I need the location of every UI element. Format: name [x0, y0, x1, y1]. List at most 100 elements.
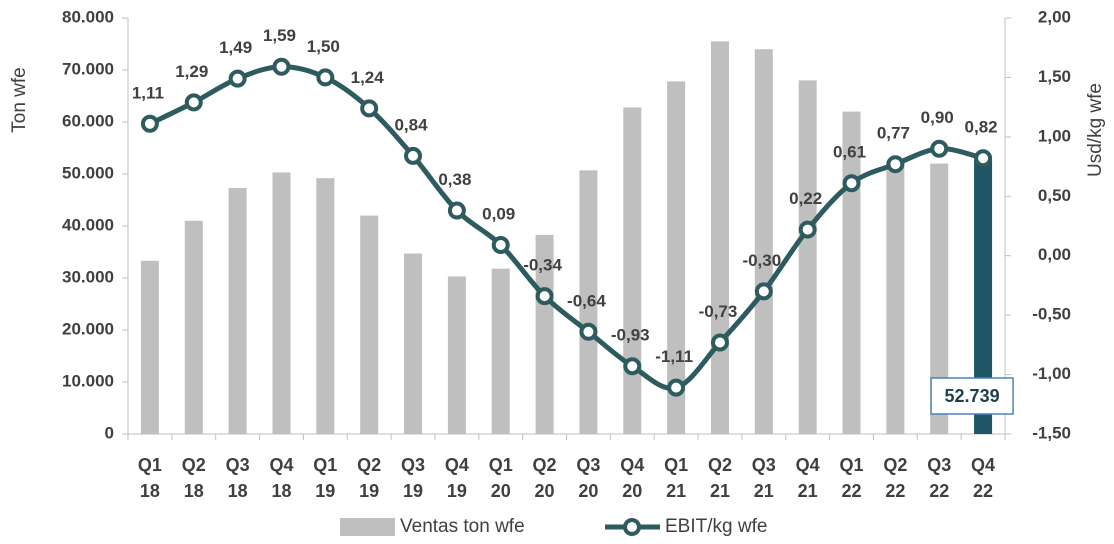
line-marker — [184, 93, 203, 112]
line-marker — [754, 282, 773, 301]
bar — [842, 111, 861, 434]
y2-tick-label: -1,50 — [1032, 423, 1071, 442]
y2-tick-label: 1,00 — [1038, 126, 1071, 145]
line-value-label: 0,38 — [438, 170, 471, 189]
x-tick-label: Q3 19 — [401, 455, 426, 501]
line-marker — [360, 99, 379, 118]
bar — [798, 80, 817, 435]
x-tick-label: Q1 22 — [839, 455, 864, 501]
bar — [360, 215, 379, 434]
y2-tick-label: 1,50 — [1038, 67, 1071, 86]
x-tick-label: Q3 22 — [927, 455, 952, 501]
line-value-label: 0,61 — [833, 143, 866, 162]
bar — [272, 172, 291, 434]
x-tick-label: Q4 19 — [444, 455, 469, 501]
x-tick-label: Q1 20 — [488, 455, 513, 501]
x-tick-label: Q4 20 — [620, 455, 645, 501]
legend-swatch — [340, 518, 395, 536]
x-tick-label: Q2 21 — [707, 455, 732, 501]
bar-value-label: 52.739 — [945, 386, 1000, 406]
y2-tick-label: 0,50 — [1038, 186, 1071, 205]
y-tick-label: 0 — [105, 423, 114, 442]
line-value-label: 0,09 — [482, 205, 515, 224]
x-tick-label: Q1 19 — [313, 455, 338, 501]
line-value-label: 1,49 — [219, 38, 252, 57]
y-tick-label: 50.000 — [62, 163, 114, 182]
x-tick-label: Q2 22 — [883, 455, 908, 501]
line-marker — [447, 201, 466, 220]
line-value-label: 1,11 — [132, 83, 164, 102]
x-tick-label: Q1 18 — [137, 455, 162, 501]
line-value-label: -0,64 — [567, 291, 606, 310]
line-value-label: 1,24 — [351, 68, 385, 87]
y-tick-label: 60.000 — [62, 111, 114, 130]
bar — [754, 49, 773, 434]
line-value-label: 1,29 — [175, 62, 208, 81]
y2-tick-label: 0,00 — [1038, 245, 1071, 264]
line-marker — [491, 236, 510, 255]
line-marker — [842, 174, 861, 193]
bar — [491, 268, 510, 434]
y-tick-label: 70.000 — [62, 59, 114, 78]
line-marker — [667, 378, 686, 397]
x-tick-label: Q2 19 — [357, 455, 382, 501]
line-value-label: 0,77 — [877, 124, 910, 143]
bar — [974, 159, 993, 434]
bar — [447, 276, 466, 434]
line-value-label: -0,73 — [699, 302, 738, 321]
line-marker — [316, 68, 335, 87]
y-tick-label: 80.000 — [62, 7, 114, 26]
x-tick-label: Q3 18 — [225, 455, 250, 501]
line-marker — [623, 357, 642, 376]
legend-marker — [623, 518, 641, 536]
line-value-label: 0,90 — [921, 108, 954, 127]
line-value-label: 1,50 — [307, 37, 340, 56]
bar — [184, 220, 203, 434]
bar — [930, 163, 949, 434]
bar — [535, 234, 554, 434]
x-tick-label: Q2 18 — [181, 455, 206, 501]
y2-tick-label: -0,50 — [1032, 305, 1071, 324]
x-tick-label: Q4 22 — [971, 455, 996, 501]
line-value-label: -0,30 — [742, 251, 781, 270]
line-marker — [140, 114, 159, 133]
line-value-label: 0,22 — [789, 189, 822, 208]
bar — [140, 260, 159, 434]
bar — [886, 161, 905, 434]
y2-axis-label: Usd/kg wfe — [1085, 83, 1106, 177]
line-value-label: 1,59 — [263, 26, 296, 45]
y-tick-label: 10.000 — [62, 371, 114, 390]
y2-tick-label: 2,00 — [1038, 7, 1071, 26]
y-tick-label: 20.000 — [62, 319, 114, 338]
x-tick-label: Q2 20 — [532, 455, 557, 501]
line-value-label: -1,11 — [655, 347, 693, 366]
y-axis-label: Ton wfe — [9, 67, 30, 132]
line-value-label: -0,34 — [523, 256, 562, 275]
line-marker — [535, 287, 554, 306]
y-tick-label: 40.000 — [62, 215, 114, 234]
x-tick-label: Q1 21 — [664, 455, 689, 501]
x-tick-label: Q4 21 — [795, 455, 820, 501]
bar — [667, 81, 686, 434]
line-value-label: -0,93 — [611, 326, 650, 345]
line-marker — [886, 155, 905, 174]
bar — [623, 107, 642, 434]
line-marker — [404, 146, 423, 165]
legend-label: Ventas ton wfe — [400, 516, 525, 537]
x-tick-label: Q4 18 — [269, 455, 294, 501]
bar — [579, 170, 598, 435]
legend-label: EBIT/kg wfe — [665, 516, 767, 537]
line-value-label: 0,82 — [965, 118, 998, 137]
bar — [710, 41, 729, 435]
line-marker — [798, 220, 817, 239]
value-label-box — [930, 377, 1014, 415]
line-marker — [710, 333, 729, 352]
x-tick-label: Q3 21 — [751, 455, 776, 501]
line-marker — [228, 69, 247, 88]
bar — [316, 178, 335, 434]
bar — [404, 253, 423, 434]
bar — [228, 188, 247, 434]
y-tick-label: 30.000 — [62, 267, 114, 286]
line-marker — [930, 139, 949, 158]
